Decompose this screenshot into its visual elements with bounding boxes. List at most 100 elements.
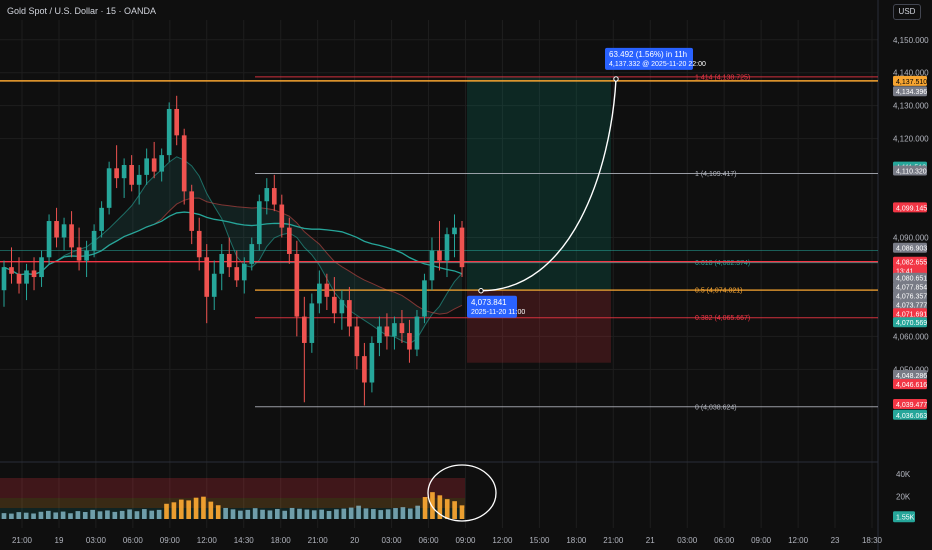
price-badge: 4,137.510: [893, 75, 927, 86]
time-tick-label: 18:00: [566, 536, 587, 545]
candle-body: [407, 333, 412, 350]
candle: [204, 244, 210, 324]
volume-bar: [142, 509, 147, 519]
candle-body: [317, 283, 322, 304]
candle-body: [129, 165, 134, 185]
candle: [302, 296, 307, 403]
candle: [384, 313, 390, 350]
entry-annotation-price: 4,073.841: [471, 298, 507, 307]
volume-bar: [156, 509, 162, 519]
time-tick-label: 09:00: [160, 536, 181, 545]
price-badge-text: 4,110.320: [896, 169, 927, 176]
price-badge-bg: [893, 290, 927, 301]
long-position-tool[interactable]: [467, 76, 611, 363]
time-tick-label: 06:00: [123, 536, 144, 545]
candle: [189, 184, 195, 245]
price-axis: 40K 20K 1.55K 4,150.000 4,140.000 4,130.000 4,…: [893, 36, 929, 523]
volume-bar: [134, 511, 140, 519]
volume-bar: [82, 512, 88, 519]
candle: [332, 277, 337, 324]
time-axis: 21:00 19 03:00 06:00 09:00 12:00 14:30 18:00 21:…: [12, 536, 883, 545]
candle: [84, 240, 89, 278]
annotations[interactable]: 4,073.841 2025-11-20 11:00 63.492 (1.56%) …: [467, 47, 706, 318]
price-badge-bg: [893, 75, 927, 86]
volume-bar: [230, 509, 236, 519]
candle: [219, 244, 225, 291]
time-tick-label: 21:00: [603, 536, 624, 545]
volume-bar: [171, 502, 177, 519]
volume-bar: [53, 512, 59, 519]
currency-button[interactable]: USD: [893, 4, 921, 20]
candle-body: [279, 204, 285, 228]
candle-body: [414, 316, 420, 350]
symbol-title: Gold Spot / U.S. Dollar · 15 · OANDA: [7, 6, 156, 16]
price-badge: 4,134.396: [893, 86, 927, 97]
volume-bar: [297, 508, 302, 519]
profit-zone: [467, 76, 611, 291]
candle: [437, 221, 442, 271]
candle: [181, 128, 187, 205]
volume-bar: [23, 512, 29, 519]
candle-body: [211, 273, 217, 297]
price-badge-bg: [893, 398, 927, 409]
price-badge-bg: [893, 86, 927, 97]
time-tick-label: 03:00: [677, 536, 698, 545]
volume-bar: [415, 505, 421, 519]
candle-body: [377, 326, 382, 343]
volume-bar: [127, 509, 132, 519]
time-tick-label: 18:00: [271, 536, 292, 545]
candle: [294, 240, 300, 337]
candle-body: [1, 267, 7, 291]
candle: [444, 227, 450, 278]
time-tick-label: 15:00: [529, 536, 550, 545]
price-badge: 4,082.655: [893, 256, 927, 267]
price-badge-bg: [893, 369, 927, 380]
fib-label: 0 (4,038.624): [695, 404, 737, 411]
fib-label: 0.5 (4,074.021): [695, 288, 742, 295]
candle-body: [354, 326, 360, 357]
candle: [407, 319, 412, 363]
candle: [309, 293, 315, 353]
candle-body: [31, 270, 37, 278]
volume-bar: [215, 505, 221, 519]
volume-bar: [105, 510, 110, 519]
candle: [166, 102, 172, 162]
candle-body: [99, 207, 104, 231]
time-tick-label: 20: [350, 536, 359, 545]
candle: [256, 194, 262, 251]
candle-body: [392, 323, 397, 337]
candle: [362, 342, 367, 406]
candle-body: [106, 168, 112, 208]
candle-body: [91, 230, 97, 251]
volume-bar: [341, 508, 347, 519]
volume-bar: [149, 510, 155, 519]
time-tick-label: 06:00: [419, 536, 440, 545]
price-badge: 4,039.477: [893, 398, 927, 409]
candle-body: [384, 326, 390, 337]
volume-bar: [385, 509, 391, 519]
volume-bar: [60, 511, 66, 519]
candle-body: [166, 108, 172, 156]
price-badge-bg: [893, 308, 927, 319]
price-badge: 4,076.357: [893, 290, 927, 301]
time-tick-label: 09:00: [751, 536, 772, 545]
candle-body: [369, 342, 375, 383]
candle-body: [159, 155, 164, 172]
candle-body: [249, 244, 255, 264]
candle-body: [459, 227, 465, 268]
volume-bar: [444, 499, 450, 519]
candle-body: [399, 323, 405, 334]
volume-bar: [68, 513, 73, 519]
price-badge-text: 4,082.655: [896, 260, 927, 267]
candle: [249, 237, 255, 271]
fib-level-1.414: 1.414 (4,138.725): [255, 74, 878, 81]
fib-level-0.5: 0.5 (4,074.021): [255, 288, 878, 295]
fib-label: 1 (4,109.417): [695, 171, 737, 178]
candle: [61, 217, 67, 251]
fib-retracement[interactable]: 1.414 (4,138.725) 1 (4,109.417) 0.618 (4,0…: [0, 74, 878, 411]
candle: [324, 273, 330, 310]
price-badge: 4,048.286: [893, 369, 927, 380]
candle-body: [181, 135, 187, 192]
price-badge-bg: [893, 165, 927, 176]
